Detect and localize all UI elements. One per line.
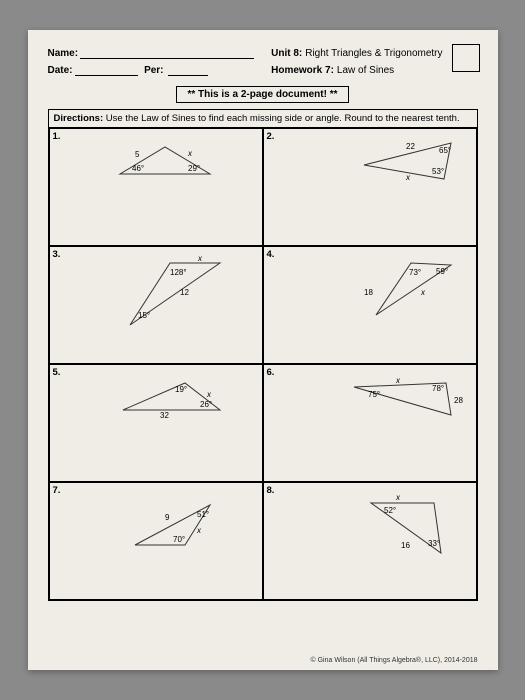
date-label: Date: [48,65,73,76]
svg-text:x: x [405,173,411,182]
unit-title: Right Triangles & Trigonometry [305,48,442,59]
hw-label: Homework 7: [271,65,334,76]
triangle-7: 9 51° x 70° [125,495,225,555]
svg-text:22: 22 [406,142,415,151]
svg-text:78°: 78° [432,384,444,393]
triangle-3: 128° x 12 15° [120,255,230,335]
header-left: Name: Date: Per: [48,48,254,82]
svg-text:32: 32 [160,411,169,420]
directions-bar: Directions: Use the Law of Sines to find… [48,109,478,127]
per-blank[interactable] [168,65,208,76]
cell-4: 4. 73° 59° 18 x [263,246,477,364]
triangle-5: 19° x 32 26° [115,375,235,425]
triangle-1: 5 x 46° 29° [110,139,220,184]
svg-text:15°: 15° [138,311,150,320]
svg-text:x: x [395,493,401,502]
per-label: Per: [144,65,163,76]
svg-text:53°: 53° [432,167,444,176]
svg-text:19°: 19° [175,385,187,394]
svg-text:5: 5 [135,150,140,159]
problem-grid: 1. 5 x 46° 29° 2. 22 65° x 53° 3. [48,127,478,601]
svg-text:75°: 75° [368,390,380,399]
svg-text:46°: 46° [132,164,144,173]
svg-text:x: x [420,288,426,297]
triangle-4: 73° 59° 18 x [351,255,461,325]
cell-1: 1. 5 x 46° 29° [49,128,263,246]
svg-text:x: x [395,376,401,385]
problem-number: 8. [267,485,275,496]
svg-text:29°: 29° [188,164,200,173]
cell-7: 7. 9 51° x 70° [49,482,263,600]
unit-label: Unit 8: [271,48,302,59]
triangle-8: x 52° 16 33° [356,493,456,563]
svg-text:26°: 26° [200,400,212,409]
cell-3: 3. 128° x 12 15° [49,246,263,364]
date-blank[interactable] [75,65,139,76]
svg-text:9: 9 [165,513,170,522]
svg-text:x: x [187,149,193,158]
problem-number: 6. [267,367,275,378]
svg-text:128°: 128° [170,268,187,277]
cell-2: 2. 22 65° x 53° [263,128,477,246]
svg-text:x: x [197,255,203,263]
svg-text:65°: 65° [439,146,451,155]
problem-number: 2. [267,131,275,142]
problem-number: 3. [53,249,61,260]
score-box [452,44,480,72]
banner: ** This is a 2-page document! ** [176,86,348,103]
svg-text:x: x [196,526,202,535]
cell-8: 8. x 52° 16 33° [263,482,477,600]
triangle-6: x 78° 75° 28 [346,375,466,425]
problem-number: 1. [53,131,61,142]
svg-text:12: 12 [180,288,189,297]
triangle-2: 22 65° x 53° [356,137,466,187]
svg-text:16: 16 [401,541,410,550]
svg-text:x: x [206,390,212,399]
header-right: Unit 8: Right Triangles & Trigonometry H… [271,48,477,82]
cell-5: 5. 19° x 32 26° [49,364,263,482]
svg-text:51°: 51° [197,510,209,519]
problem-number: 5. [53,367,61,378]
directions-label: Directions: [54,113,104,124]
svg-text:70°: 70° [173,535,185,544]
svg-text:33°: 33° [428,539,440,548]
hw-title: Law of Sines [337,65,394,76]
svg-text:73°: 73° [409,268,421,277]
svg-text:59°: 59° [436,267,448,276]
worksheet-page: Name: Date: Per: Unit 8: Right Triangles… [28,30,498,670]
directions-text: Use the Law of Sines to find each missin… [106,113,460,124]
svg-text:28: 28 [454,396,463,405]
problem-number: 7. [53,485,61,496]
name-label: Name: [48,48,79,59]
problem-number: 4. [267,249,275,260]
copyright-footer: © Gina Wilson (All Things Algebra®, LLC)… [311,657,478,664]
svg-text:18: 18 [364,288,373,297]
svg-text:52°: 52° [384,506,396,515]
name-blank[interactable] [80,48,254,59]
cell-6: 6. x 78° 75° 28 [263,364,477,482]
header: Name: Date: Per: Unit 8: Right Triangles… [48,48,478,82]
